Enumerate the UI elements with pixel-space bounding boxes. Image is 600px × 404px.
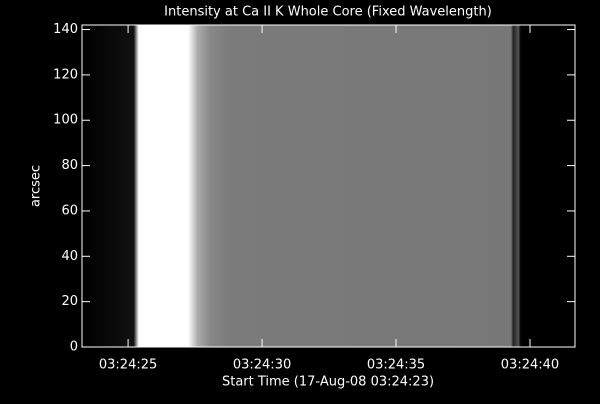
y-tick-label: 80: [61, 158, 78, 173]
y-tick-label: 60: [61, 203, 78, 218]
x-tick-label: 03:24:25: [99, 358, 157, 373]
y-tick-label: 140: [53, 22, 78, 37]
y-tick-label: 100: [53, 113, 78, 128]
y-axis-label: arcsec: [29, 165, 44, 207]
plot-frame: [81, 24, 576, 348]
y-tick-label: 40: [61, 249, 78, 264]
intensity-image: [82, 25, 575, 347]
y-tick-label: 120: [53, 67, 78, 82]
x-tick-label: 03:24:40: [501, 358, 559, 373]
chart-title: Intensity at Ca II K Whole Core (Fixed W…: [164, 5, 492, 20]
x-tick-label: 03:24:35: [367, 358, 425, 373]
x-tick-label: 03:24:30: [233, 358, 291, 373]
x-axis-label: Start Time (17-Aug-08 03:24:23): [222, 375, 434, 390]
y-tick-label: 0: [70, 340, 78, 355]
y-tick-label: 20: [61, 294, 78, 309]
